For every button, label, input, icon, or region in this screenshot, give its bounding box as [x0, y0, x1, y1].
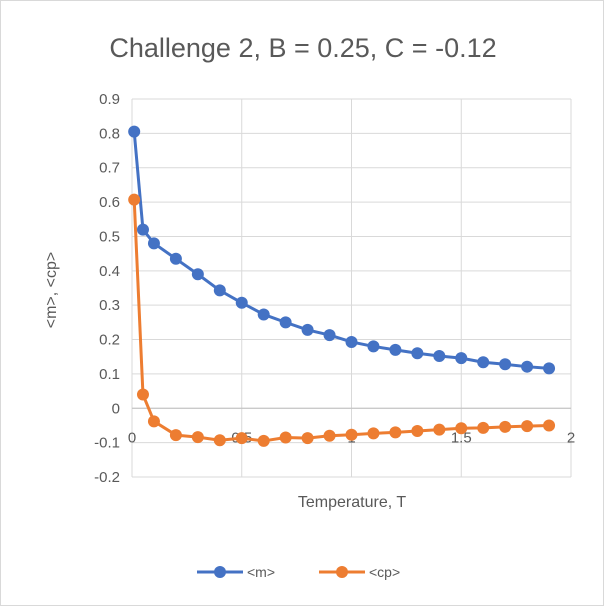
data-point — [213, 434, 226, 447]
series-1 — [128, 125, 556, 375]
data-point — [191, 268, 204, 281]
y-tick-label: 0.5 — [99, 228, 120, 245]
data-point — [499, 358, 512, 371]
series-layer — [128, 125, 556, 447]
legend-marker — [214, 566, 226, 578]
legend-marker — [336, 566, 348, 578]
y-tick-label: 0.4 — [99, 263, 120, 280]
y-tick-label: 0.9 — [99, 91, 120, 108]
data-point — [411, 424, 424, 437]
y-tick-label: 0.7 — [99, 160, 120, 177]
data-point — [128, 125, 141, 138]
x-tick-label: 2 — [567, 429, 575, 446]
series-2 — [128, 193, 556, 447]
y-axis-label: <m>, <cp> — [43, 252, 60, 329]
data-point — [257, 308, 270, 321]
y-tick-label: 0.1 — [99, 366, 120, 383]
data-point — [367, 427, 380, 440]
x-tick-label: 1.5 — [451, 429, 472, 446]
data-point — [169, 429, 182, 442]
data-point — [521, 420, 534, 433]
data-point — [128, 193, 141, 206]
data-point — [147, 415, 160, 428]
data-point — [499, 420, 512, 433]
data-point — [301, 323, 314, 336]
series-line — [132, 199, 550, 443]
legend-label: <cp> — [369, 564, 400, 580]
data-point — [367, 340, 380, 353]
data-point — [543, 419, 556, 432]
data-point — [279, 316, 292, 329]
data-point — [257, 434, 270, 447]
data-point — [191, 431, 204, 444]
data-point — [345, 335, 358, 348]
y-tick-label: -0.2 — [94, 469, 120, 486]
data-point — [301, 432, 314, 445]
data-point — [433, 350, 446, 363]
data-point — [235, 296, 248, 309]
x-tick-label: 0 — [128, 429, 136, 446]
data-point — [235, 432, 248, 445]
data-point — [213, 284, 226, 297]
data-point — [389, 426, 402, 439]
legend: <m> <cp> — [197, 564, 400, 580]
data-point — [521, 360, 534, 373]
data-point — [323, 429, 336, 442]
series-line — [132, 131, 550, 370]
data-point — [543, 362, 556, 375]
legend-item: <m> — [197, 564, 275, 580]
gridlines — [131, 98, 572, 478]
y-tick-label: 0.8 — [99, 125, 120, 142]
y-tick-label: 0.6 — [99, 194, 120, 211]
data-point — [455, 352, 468, 365]
data-point — [136, 388, 149, 401]
x-axis-label: Temperature, T — [298, 494, 406, 511]
data-point — [169, 252, 182, 265]
y-axis-ticks: -0.2 -0.1 0 0.1 0.2 0.3 0.4 0.5 0.6 0.7 0.8 0.9 — [94, 91, 120, 486]
data-point — [455, 422, 468, 435]
legend-label: <m> — [247, 564, 275, 580]
chart-title: Challenge 2, B = 0.25, C = -0.12 — [109, 33, 496, 63]
y-tick-label: 0.2 — [99, 332, 120, 349]
data-point — [147, 237, 160, 250]
data-point — [136, 223, 149, 236]
data-point — [279, 431, 292, 444]
data-point — [477, 421, 490, 434]
data-point — [345, 428, 358, 441]
data-point — [433, 423, 446, 436]
y-tick-label: 0 — [112, 400, 120, 417]
data-point — [323, 329, 336, 342]
y-tick-label: -0.1 — [94, 435, 120, 452]
data-point — [389, 343, 402, 356]
y-tick-label: 0.3 — [99, 297, 120, 314]
data-point — [411, 347, 424, 360]
data-point — [477, 356, 490, 369]
legend-item: <cp> — [319, 564, 400, 580]
